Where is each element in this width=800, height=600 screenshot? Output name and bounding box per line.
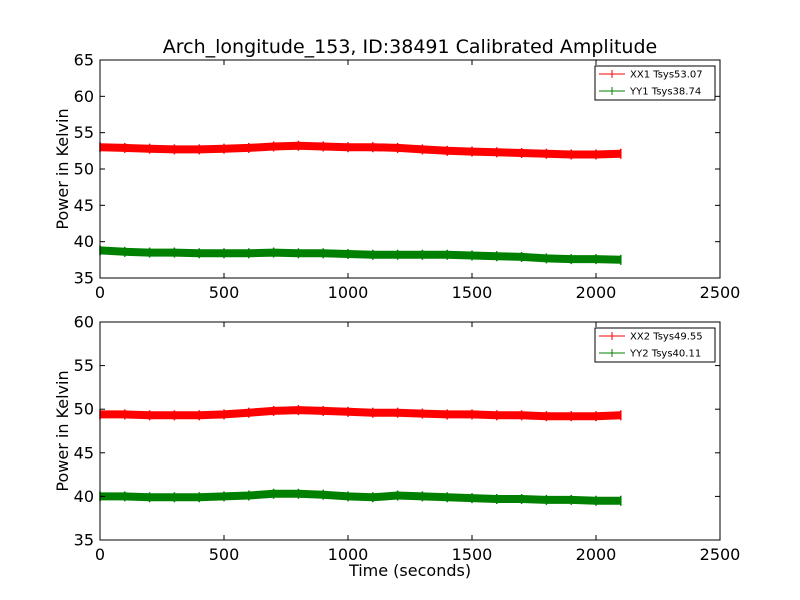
- ticks-layer: 0 500 1000 1500 2000 2500 35 40 45 50 55 60: [74, 313, 741, 565]
- plot-frame: [99, 321, 721, 541]
- x-tick-label: 2000: [576, 283, 617, 302]
- legend: XX1 Tsys53.07 YY1 Tsys38.74: [594, 65, 716, 101]
- ticks-layer: 0 500 1000 1500 2000 2500 35 40 45 50 55 60 65: [74, 51, 741, 303]
- series-layer: [99, 140, 622, 265]
- y-tick-label: 65: [74, 51, 94, 70]
- y-tick-label: 55: [74, 123, 94, 142]
- y-tick-label: 40: [74, 232, 94, 251]
- x-tick-label: 1500: [452, 283, 493, 302]
- legend-label-xx1: XX1 Tsys53.07: [630, 70, 703, 81]
- y-tick-label: 45: [74, 196, 94, 215]
- y-tick-label: 60: [74, 87, 94, 106]
- bottom-chart: Time (seconds) Power in Kelvin 0 500 1000 1…: [53, 313, 740, 581]
- x-tick-label: 2500: [700, 283, 741, 302]
- y-tick-label: 40: [74, 487, 94, 506]
- x-axis-label: Time (seconds): [348, 561, 471, 580]
- y-axis-label: Power in Kelvin: [53, 370, 72, 491]
- legend: XX2 Tsys49.55 YY2 Tsys40.11: [594, 327, 716, 363]
- y-tick-label: 45: [74, 443, 94, 462]
- legend-box: [594, 327, 716, 363]
- legend-box: [594, 65, 716, 101]
- y-tick-label: 50: [74, 160, 94, 179]
- x-tick-label: 2000: [576, 545, 617, 564]
- y-tick-label: 50: [74, 400, 94, 419]
- y-tick-label: 60: [74, 313, 94, 332]
- y-tick-label: 35: [74, 269, 94, 288]
- x-tick-label: 500: [209, 283, 240, 302]
- top-chart: Arch_longitude_153, ID:38491 Calibrated …: [53, 36, 740, 302]
- series-line-1: [99, 246, 621, 264]
- x-tick-label: 0: [95, 545, 105, 564]
- series-line-1: [100, 489, 621, 505]
- x-tick-label: 1000: [328, 545, 369, 564]
- x-tick-label: 1500: [452, 545, 493, 564]
- y-axis-label: Power in Kelvin: [53, 108, 72, 229]
- y-tick-label: 35: [74, 531, 94, 550]
- chart-title: Arch_longitude_153, ID:38491 Calibrated …: [163, 36, 657, 58]
- legend-label-yy2: YY2 Tsys40.11: [629, 349, 701, 360]
- series-line-0: [99, 141, 621, 159]
- series-line-0: [100, 406, 621, 421]
- legend-label-yy1: YY1 Tsys38.74: [629, 87, 701, 98]
- x-tick-label: 0: [95, 283, 105, 302]
- x-tick-label: 500: [209, 545, 240, 564]
- legend-label-xx2: XX2 Tsys49.55: [630, 332, 703, 343]
- x-tick-label: 1000: [328, 283, 369, 302]
- series-layer: [99, 405, 622, 506]
- x-tick-label: 2500: [700, 545, 741, 564]
- y-tick-label: 55: [74, 356, 94, 375]
